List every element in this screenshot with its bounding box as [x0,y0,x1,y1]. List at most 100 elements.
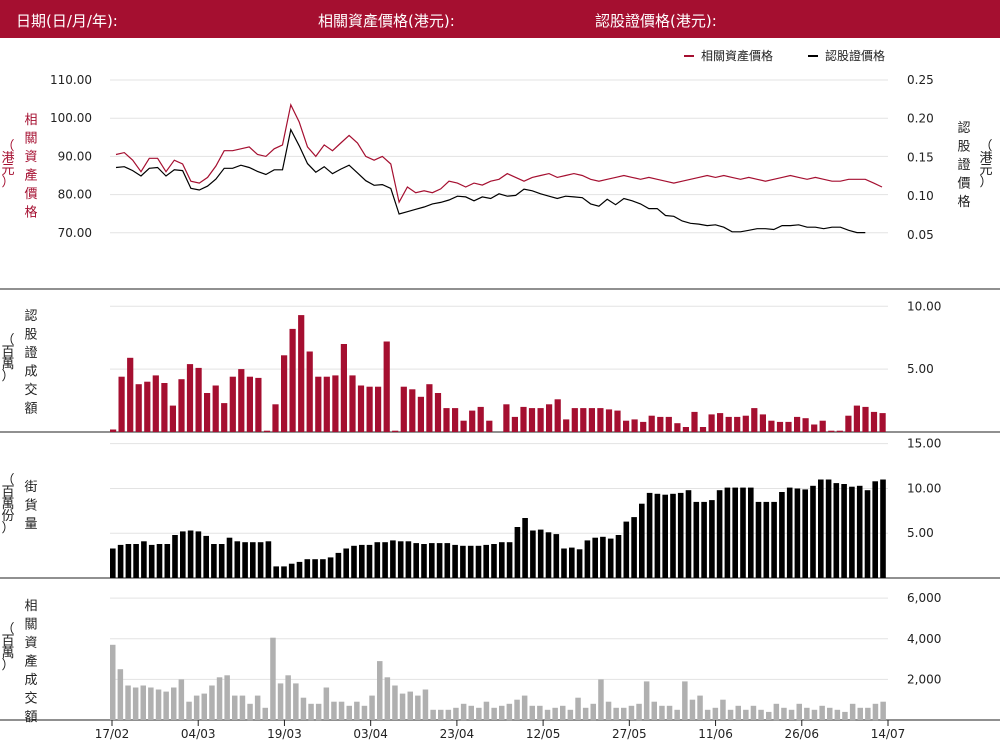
warrant-turnover-bar [289,328,296,432]
outstanding-bar [421,544,427,578]
underlying-turnover-bar [483,701,490,720]
warrant-turnover-bar [152,375,159,432]
outstanding-bar [677,492,684,578]
underlying-turnover-bar [369,695,375,720]
underlying-turnover-bar [262,707,268,720]
y-axis-title: 成 [24,365,37,380]
outstanding-bar [141,541,147,578]
underlying-turnover-bar [636,703,642,721]
underlying-turnover-bar [125,685,131,720]
underlying-turnover-bar [727,709,734,720]
y-axis-unit: 百 [1,634,14,649]
outstanding-bar [880,479,886,578]
warrant-turnover-bar [229,376,236,432]
y-right-tick-label: 0.20 [907,112,934,126]
underlying-turnover-bar [605,701,612,720]
outstanding-bar [234,541,241,578]
outstanding-bar [180,531,186,578]
warrant-turnover-bar [640,421,647,432]
underlying-turnover-bar [697,695,703,720]
underlying-turnover-bar [285,675,291,720]
outstanding-bar [265,541,272,578]
outstanding-bar [654,493,661,578]
outstanding-bar [195,531,202,578]
warrant-turnover-bar [110,429,117,432]
y-tick-label: 4,000 [907,632,941,646]
underlying-turnover-bar [804,707,810,720]
outstanding-bar [491,544,497,578]
warrant-turnover-bar [725,416,732,432]
outstanding-bar [553,534,560,578]
warrant-turnover-bar [563,419,570,432]
underlying-turnover-bar [453,707,459,720]
underlying-turnover-bar [788,709,795,720]
x-tick-label: 11/06 [698,727,733,741]
outstanding-bar [561,548,567,578]
y-tick-label: 10.00 [907,299,941,313]
header-bar: 日期(日/月/年): 相關資產價格(港元): 認股證價格(港元): [0,0,1000,38]
underlying-turnover-bar [499,705,505,720]
underlying-turnover-bar [659,705,665,720]
y-right-axis-title: 價 [957,177,970,192]
y-left-tick-label: 100.00 [50,111,92,125]
outstanding-bar [646,492,653,578]
underlying-turnover-bar [643,681,650,720]
warrant-turnover-bar [759,414,766,432]
y-axis-title: 量 [24,517,37,532]
outstanding-bar [444,543,451,578]
underlying-turnover-bar [758,709,764,720]
underlying-turnover-bar [590,703,596,721]
x-tick-label: 14/07 [871,727,906,741]
warrant-turnover-bar [811,424,818,432]
outstanding-bar [366,544,373,578]
outstanding-bar [397,541,404,578]
underlying-turnover-bar [384,677,391,720]
underlying-turnover-bar [766,711,772,720]
y-left-axis-title: 關 [24,132,37,147]
warrant-turnover-bar [469,410,476,432]
warrant-turnover-bar [195,367,202,432]
outstanding-bar [475,545,482,578]
y-right-axis-unit: ） [979,175,992,190]
outstanding-bar [771,501,777,578]
y-axis-title: 相 [24,599,37,614]
y-axis-title: 貨 [24,498,37,514]
underlying-turnover-bar [377,661,383,720]
underlying-turnover-bar [331,701,337,720]
x-tick-label: 17/02 [95,727,130,741]
underlying-turnover-bar [575,697,581,720]
outstanding-bar [779,492,785,578]
y-left-axis-unit: ） [1,175,14,190]
outstanding-bar [117,544,124,578]
y-axis-title: 產 [24,654,37,670]
underlying-turnover-bar [445,709,452,720]
underlying-turnover-bar [491,707,497,720]
y-axis-unit: 份 [1,509,14,524]
warrant-turnover-bar [605,409,613,432]
underlying-turnover-bar [529,705,535,720]
outstanding-bar [460,545,466,578]
warrant-turnover-bar [751,408,758,432]
warrant-turnover-bar [828,430,835,432]
underlying-turnover-bar [476,707,482,720]
underlying-turnover-bar [560,705,566,720]
outstanding-bar [452,544,458,578]
y-axis-title: 股 [24,328,37,343]
underlying-turnover-bar [682,681,688,720]
underlying-turnover-bar [201,693,207,720]
underlying-turnover-bar [781,707,787,720]
outstanding-bar [281,566,287,578]
outstanding-bar [514,527,521,578]
outstanding-bar [296,561,303,578]
y-right-tick-label: 0.15 [907,150,934,164]
y-axis-unit: 百 [1,485,14,500]
warrant-turnover-bar [631,419,638,432]
underlying-turnover-bar [537,705,543,720]
underlying-turnover-bar [796,703,802,721]
underlying-turnover-bar [148,687,154,720]
underlying-turnover-bar [468,705,474,720]
outstanding-bar [584,540,591,578]
warrant-turnover-bar [734,416,741,432]
outstanding-bar [312,559,318,578]
